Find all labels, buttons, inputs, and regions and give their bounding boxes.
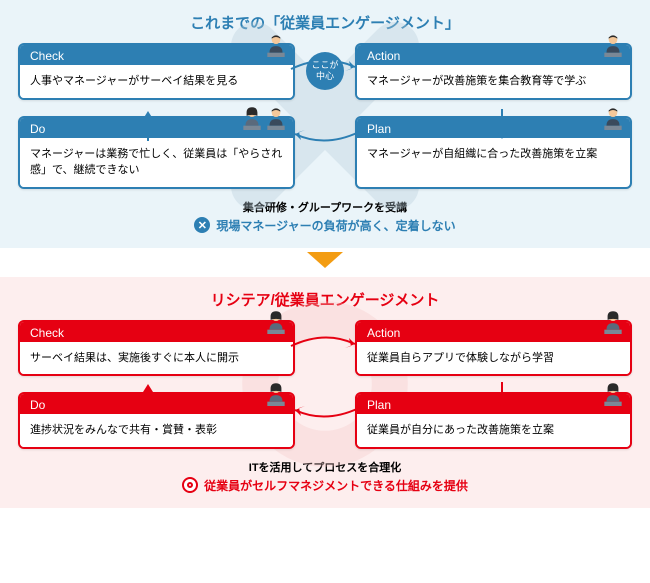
avatar-group: [602, 308, 624, 334]
card-body: 従業員が自分にあった改善施策を立案: [357, 414, 630, 447]
card-label: Do: [30, 122, 45, 136]
card-body: マネージャーが改善施策を集合教育等で学ぶ: [357, 65, 630, 98]
person-female-icon: [265, 308, 287, 334]
card-label: Plan: [367, 398, 391, 412]
person-female-icon: [265, 380, 287, 406]
center-column: [295, 320, 355, 377]
card-label: Action: [367, 326, 400, 340]
center-badge: ここが 中心: [306, 52, 344, 90]
card-action-before: Action マネージャーが改善施策を集合教育等で学ぶ: [355, 43, 632, 100]
card-body: サーベイ結果は、実施後すぐに本人に開示: [20, 342, 293, 375]
card-header: Check: [20, 45, 293, 65]
cycle-before: Check 人事やマネージャーがサーベイ結果を見る ここが 中心 Action: [18, 43, 632, 189]
section-after: リシテア/従業員エンゲージメント Check サーベイ結果は、実施後すぐに本人に…: [0, 277, 650, 508]
avatar-group: [241, 104, 287, 130]
center-column: ここが 中心: [295, 43, 355, 100]
card-do-after: Do 進捗状況をみんなで共有・賞賛・表彰: [18, 392, 295, 449]
card-label: Check: [30, 49, 64, 63]
card-body: 進捗状況をみんなで共有・賞賛・表彰: [20, 414, 293, 447]
card-header: Action: [357, 45, 630, 65]
avatar-group: [602, 104, 624, 130]
card-header: Action: [357, 322, 630, 342]
card-label: Check: [30, 326, 64, 340]
arrow-plan-to-do: [287, 402, 363, 426]
card-header: Check: [20, 322, 293, 342]
card-plan-after: Plan 従業員が自分にあった改善施策を立案: [355, 392, 632, 449]
card-body: マネージャーが自組織に合った改善施策を立案: [357, 138, 630, 171]
person-female-icon: [241, 104, 263, 130]
card-check-after: Check サーベイ結果は、実施後すぐに本人に開示: [18, 320, 295, 377]
cycle-after: Check サーベイ結果は、実施後すぐに本人に開示 Action: [18, 320, 632, 449]
card-header: Do: [20, 394, 293, 414]
card-check-before: Check 人事やマネージャーがサーベイ結果を見る: [18, 43, 295, 100]
person-male-icon: [602, 31, 624, 57]
avatar-group: [602, 380, 624, 406]
card-body: 従業員自らアプリで体験しながら学習: [357, 342, 630, 375]
card-do-before: Do マネージャーは業務で忙しく、従業員は「やらされ感」で、継続できない: [18, 116, 295, 189]
person-male-icon: [265, 104, 287, 130]
avatar-group: [602, 31, 624, 57]
center-column-bottom: [295, 116, 355, 189]
avatar-group: [265, 308, 287, 334]
card-action-after: Action 従業員自らアプリで体験しながら学習: [355, 320, 632, 377]
divider-arrow: [0, 248, 650, 277]
o-icon: [182, 477, 198, 493]
card-label: Do: [30, 398, 45, 412]
card-label: Action: [367, 49, 400, 63]
card-header: Plan: [357, 394, 630, 414]
card-label: Plan: [367, 122, 391, 136]
person-female-icon: [602, 308, 624, 334]
footer-line2: ✕ 現場マネージャーの負荷が高く、定着しない: [18, 217, 632, 234]
person-female-icon: [602, 380, 624, 406]
card-header: Plan: [357, 118, 630, 138]
avatar-group: [265, 380, 287, 406]
footer-line2: 従業員がセルフマネジメントできる仕組みを提供: [18, 477, 632, 494]
arrow-plan-to-do: [287, 126, 363, 150]
person-male-icon: [265, 31, 287, 57]
arrow-check-to-action: [287, 328, 363, 352]
person-male-icon: [602, 104, 624, 130]
section-before: これまでの「従業員エンゲージメント」 Check 人事やマネージャーがサーベイ結…: [0, 0, 650, 248]
x-icon: ✕: [194, 217, 210, 233]
center-column-bottom: [295, 392, 355, 449]
avatar-group: [265, 31, 287, 57]
card-body: マネージャーは業務で忙しく、従業員は「やらされ感」で、継続できない: [20, 138, 293, 187]
card-plan-before: Plan マネージャーが自組織に合った改善施策を立案: [355, 116, 632, 189]
card-body: 人事やマネージャーがサーベイ結果を見る: [20, 65, 293, 98]
card-header: Do: [20, 118, 293, 138]
